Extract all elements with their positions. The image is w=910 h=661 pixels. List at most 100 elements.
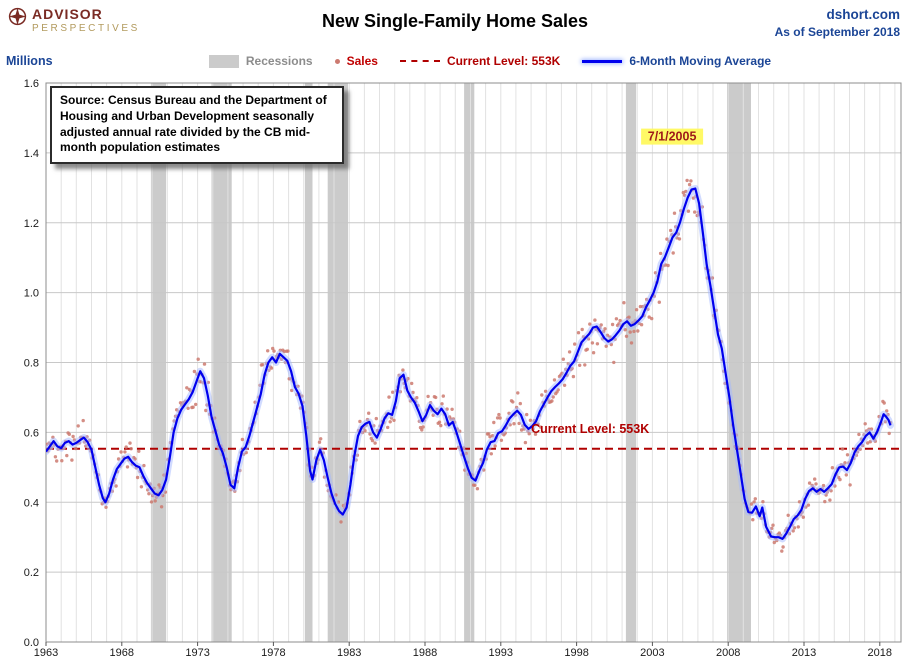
current-level-label: Current Level: 553K bbox=[531, 422, 649, 436]
y-axis-unit-label: Millions bbox=[6, 54, 53, 68]
y-tick-label: 1.6 bbox=[24, 78, 39, 90]
sales-point bbox=[828, 498, 832, 502]
sales-point bbox=[543, 389, 548, 393]
compass-icon bbox=[8, 7, 27, 26]
sales-point bbox=[517, 421, 521, 426]
sales-point bbox=[618, 318, 622, 323]
sales-point bbox=[392, 418, 396, 422]
sales-point bbox=[119, 450, 123, 454]
x-tick-label: 1998 bbox=[564, 647, 588, 659]
sales-point bbox=[495, 416, 500, 420]
sales-point bbox=[807, 481, 812, 485]
sales-point bbox=[552, 378, 557, 382]
sales-point bbox=[498, 416, 502, 420]
sales-point bbox=[753, 497, 757, 501]
sales-point bbox=[578, 363, 582, 367]
sales-point bbox=[266, 349, 270, 353]
sales-point bbox=[527, 432, 531, 436]
sales-point bbox=[771, 523, 775, 527]
sales-point bbox=[367, 411, 371, 415]
sales-point bbox=[806, 503, 811, 507]
sales-point bbox=[639, 323, 644, 327]
sales-point bbox=[339, 520, 343, 524]
sales-point bbox=[838, 477, 842, 482]
sales-point bbox=[687, 182, 692, 187]
sales-point bbox=[128, 441, 132, 445]
y-tick-label: 1.0 bbox=[24, 288, 39, 300]
sales-point bbox=[845, 453, 850, 457]
sales-point bbox=[286, 349, 290, 353]
sales-point bbox=[583, 363, 587, 367]
sales-point bbox=[677, 237, 682, 241]
sales-point bbox=[135, 475, 140, 480]
sales-point bbox=[192, 369, 197, 374]
peak-annotation-label: 7/1/2005 bbox=[648, 130, 697, 144]
sales-point bbox=[76, 424, 80, 428]
sales-point bbox=[391, 390, 395, 394]
sales-point bbox=[123, 450, 127, 454]
y-tick-label: 0.0 bbox=[24, 637, 39, 649]
y-tick-label: 1.2 bbox=[24, 218, 39, 230]
dshort-link[interactable]: dshort.com bbox=[826, 7, 900, 22]
sales-point bbox=[157, 483, 161, 487]
sales-point bbox=[830, 466, 835, 470]
sales-point bbox=[202, 362, 207, 366]
sales-point bbox=[528, 418, 533, 422]
sales-point bbox=[751, 518, 755, 522]
sales-point bbox=[844, 473, 848, 477]
legend-item-current-level: Current Level: 553K bbox=[399, 54, 561, 68]
sales-point bbox=[540, 393, 544, 397]
sales-point bbox=[786, 513, 790, 517]
sales-point bbox=[772, 540, 776, 545]
sales-point bbox=[576, 331, 581, 335]
legend-label-sales: Sales bbox=[346, 54, 378, 68]
sales-point bbox=[499, 438, 504, 442]
sales-point bbox=[813, 477, 817, 481]
sales-point bbox=[437, 420, 442, 424]
sales-point bbox=[650, 316, 654, 321]
legend-label-current-level: Current Level: 553K bbox=[446, 54, 561, 68]
sales-point bbox=[512, 422, 516, 426]
y-tick-label: 1.4 bbox=[24, 148, 39, 160]
sales-point bbox=[204, 408, 208, 413]
sales-point bbox=[658, 251, 663, 256]
legend-label-recessions: Recessions bbox=[245, 54, 313, 68]
x-tick-label: 1978 bbox=[261, 647, 285, 659]
sales-point bbox=[139, 485, 144, 489]
sales-point bbox=[593, 318, 597, 322]
sales-point bbox=[752, 500, 756, 504]
current-level-dash-swatch bbox=[399, 60, 440, 62]
sales-point bbox=[421, 425, 425, 429]
moving-average-group bbox=[46, 185, 894, 543]
sales-point bbox=[887, 431, 891, 436]
sales-point bbox=[550, 399, 554, 403]
sales-point bbox=[525, 412, 529, 417]
sales-dot-swatch bbox=[334, 58, 340, 64]
sales-point bbox=[533, 432, 538, 436]
sales-point bbox=[373, 441, 377, 445]
plot-border bbox=[45, 82, 902, 643]
sales-point bbox=[657, 300, 661, 304]
sales-point bbox=[488, 435, 492, 439]
sales-point bbox=[857, 432, 861, 437]
sales-point bbox=[671, 251, 675, 255]
sales-point bbox=[269, 366, 274, 370]
sales-point bbox=[665, 237, 669, 241]
legend-items: Recessions Sales Current Level: 553K 6-M… bbox=[139, 54, 771, 68]
x-tick-label: 1993 bbox=[489, 647, 513, 659]
moving-average-swatch bbox=[582, 59, 623, 63]
sales-point bbox=[814, 482, 818, 486]
sales-point bbox=[523, 440, 528, 445]
sales-point bbox=[588, 322, 592, 326]
sales-point bbox=[450, 407, 454, 411]
sales-point bbox=[638, 304, 643, 309]
peak-annotation-highlight bbox=[641, 128, 704, 145]
legend-bar: Millions Recessions Sales Current Level:… bbox=[0, 50, 910, 72]
sales-point bbox=[186, 406, 190, 410]
sales-point bbox=[647, 315, 651, 319]
sales-point bbox=[595, 342, 600, 346]
chart-canvas: 0.0 0.2 0.4 0.6 0.8 1.0 1.2 1.4 1.6 1963 1968 1973 1… bbox=[24, 78, 902, 659]
sales-point bbox=[147, 492, 151, 496]
sales-point bbox=[271, 346, 275, 351]
